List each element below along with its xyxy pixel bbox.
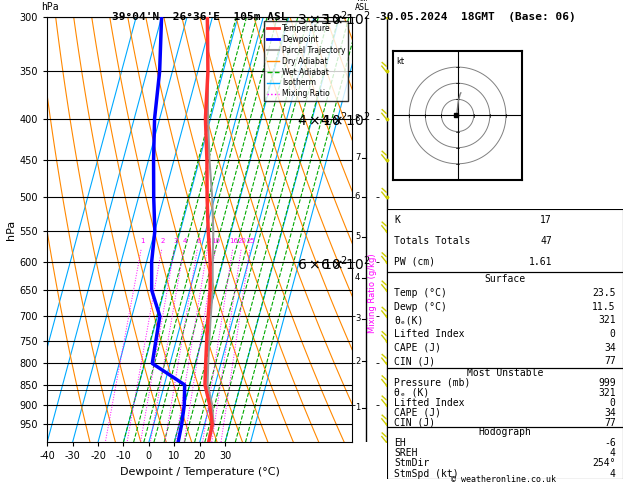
Text: LCL: LCL <box>352 385 369 394</box>
Text: 17: 17 <box>540 214 552 225</box>
Text: Mixing Ratio (g/kg): Mixing Ratio (g/kg) <box>369 254 377 333</box>
Text: 77: 77 <box>604 356 616 366</box>
X-axis label: Dewpoint / Temperature (°C): Dewpoint / Temperature (°C) <box>120 467 280 477</box>
Text: CIN (J): CIN (J) <box>394 417 435 428</box>
Text: θₑ (K): θₑ (K) <box>394 388 429 398</box>
Text: 11.5: 11.5 <box>592 302 616 312</box>
Text: StmDir: StmDir <box>394 458 429 469</box>
Text: 321: 321 <box>598 388 616 398</box>
Text: 8: 8 <box>355 114 360 123</box>
Text: 39°04'N  26°36'E  105m ASL: 39°04'N 26°36'E 105m ASL <box>112 12 287 22</box>
Text: 23.5: 23.5 <box>592 288 616 298</box>
Text: 2: 2 <box>160 238 165 243</box>
Text: Pressure (mb): Pressure (mb) <box>394 378 470 388</box>
Text: km
ASL: km ASL <box>355 0 369 12</box>
Text: 1: 1 <box>140 238 145 243</box>
Text: Most Unstable: Most Unstable <box>467 367 543 378</box>
Text: 8: 8 <box>206 238 211 243</box>
Text: 3: 3 <box>173 238 177 243</box>
Text: 3: 3 <box>355 314 360 323</box>
Text: θₑ(K): θₑ(K) <box>394 315 423 325</box>
Text: EH: EH <box>394 438 406 448</box>
Text: © weatheronline.co.uk: © weatheronline.co.uk <box>451 474 555 484</box>
Text: Hodograph: Hodograph <box>478 427 532 437</box>
Text: CAPE (J): CAPE (J) <box>394 408 441 417</box>
Text: 77: 77 <box>604 417 616 428</box>
Text: Temp (°C): Temp (°C) <box>394 288 447 298</box>
Text: 7: 7 <box>355 154 360 162</box>
Text: Lifted Index: Lifted Index <box>394 329 464 339</box>
Text: 6: 6 <box>355 192 360 201</box>
Text: 30.05.2024  18GMT  (Base: 06): 30.05.2024 18GMT (Base: 06) <box>380 12 576 22</box>
Text: 1: 1 <box>355 403 360 412</box>
Text: 4: 4 <box>355 274 360 282</box>
Text: 34: 34 <box>604 408 616 417</box>
Text: 1.61: 1.61 <box>528 257 552 267</box>
Legend: Temperature, Dewpoint, Parcel Trajectory, Dry Adiabat, Wet Adiabat, Isotherm, Mi: Temperature, Dewpoint, Parcel Trajectory… <box>264 21 348 102</box>
Text: SREH: SREH <box>394 448 418 458</box>
Text: PW (cm): PW (cm) <box>394 257 435 267</box>
Text: 321: 321 <box>598 315 616 325</box>
Text: kt: kt <box>396 57 404 67</box>
Text: 25: 25 <box>247 238 255 243</box>
Text: 4: 4 <box>610 469 616 479</box>
Text: 16: 16 <box>229 238 238 243</box>
Text: 10: 10 <box>212 238 221 243</box>
Text: hPa: hPa <box>6 220 16 240</box>
Text: 47: 47 <box>540 236 552 246</box>
Text: Dewp (°C): Dewp (°C) <box>394 302 447 312</box>
Text: CIN (J): CIN (J) <box>394 356 435 366</box>
Text: 0: 0 <box>610 398 616 408</box>
Text: 5: 5 <box>355 232 360 242</box>
Text: 0: 0 <box>610 329 616 339</box>
Text: hPa: hPa <box>41 2 58 12</box>
Text: 4: 4 <box>610 448 616 458</box>
Text: 20: 20 <box>238 238 247 243</box>
Text: 999: 999 <box>598 378 616 388</box>
Text: 34: 34 <box>604 343 616 353</box>
Text: Surface: Surface <box>484 274 525 283</box>
Text: CAPE (J): CAPE (J) <box>394 343 441 353</box>
Text: 254°: 254° <box>592 458 616 469</box>
Text: 4: 4 <box>182 238 187 243</box>
Text: Lifted Index: Lifted Index <box>394 398 464 408</box>
Text: 2: 2 <box>355 357 360 366</box>
Text: -6: -6 <box>604 438 616 448</box>
Text: K: K <box>394 214 400 225</box>
Text: Totals Totals: Totals Totals <box>394 236 470 246</box>
Text: StmSpd (kt): StmSpd (kt) <box>394 469 459 479</box>
Text: 6: 6 <box>196 238 201 243</box>
